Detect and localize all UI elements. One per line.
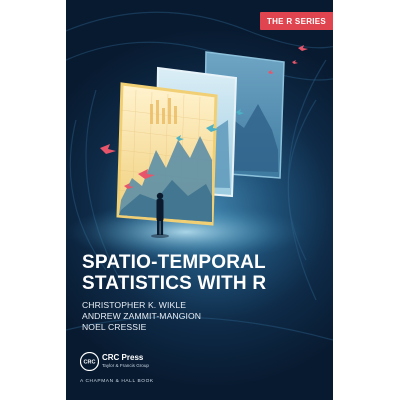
author-name: CHRISTOPHER K. WIKLE [82, 300, 187, 310]
series-badge: THE R SERIES [260, 12, 333, 30]
publisher-name: CRC Press [102, 353, 144, 362]
publisher-imprint: A CHAPMAN & HALL BOOK [80, 379, 154, 384]
book-cover: THE R SERIES SPATIO-TEMPORAL STATISTICS … [66, 0, 333, 400]
author-name: NOEL CRESSIE [82, 322, 147, 332]
author-list: CHRISTOPHER K. WIKLE ANDREW ZAMMIT-MANGI… [82, 300, 322, 333]
publisher-block: CRC CRC Press Taylor & Francis Group A C… [80, 352, 280, 392]
birds [100, 45, 308, 189]
crc-logo-icon: CRC [80, 352, 99, 371]
front-panel [116, 82, 218, 226]
svg-text:CRC: CRC [84, 360, 96, 366]
cover-illustration [66, 11, 333, 341]
blue-birds [176, 109, 244, 141]
title-line: STATISTICS WITH R [82, 273, 267, 294]
title-line: SPATIO-TEMPORAL [82, 252, 266, 273]
person-silhouette [156, 192, 164, 235]
author-name: ANDREW ZAMMIT-MANGION [82, 311, 202, 321]
book-title: SPATIO-TEMPORAL STATISTICS WITH R [82, 252, 322, 294]
publisher-subtitle: Taylor & Francis Group [102, 363, 149, 368]
